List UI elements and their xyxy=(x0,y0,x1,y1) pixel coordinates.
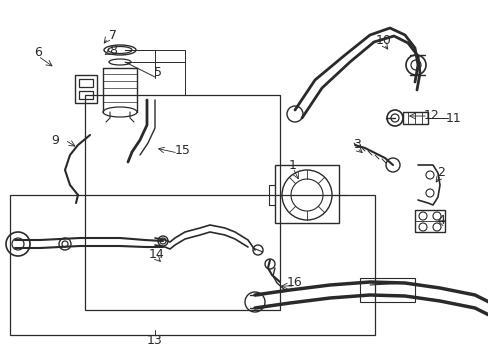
Text: 9: 9 xyxy=(51,134,59,147)
Text: 12: 12 xyxy=(423,108,439,122)
Bar xyxy=(79,79,93,87)
Bar xyxy=(402,112,427,124)
Text: 14: 14 xyxy=(149,248,164,261)
Text: 4: 4 xyxy=(436,213,444,226)
Text: 13: 13 xyxy=(147,333,163,346)
Text: 8: 8 xyxy=(109,44,117,57)
Bar xyxy=(359,278,414,302)
Text: 10: 10 xyxy=(375,33,391,46)
Bar xyxy=(414,210,444,232)
Bar xyxy=(10,195,374,335)
Text: 3: 3 xyxy=(352,138,360,150)
Text: 5: 5 xyxy=(154,66,162,78)
Bar xyxy=(79,91,93,99)
Text: 15: 15 xyxy=(175,144,190,157)
Bar xyxy=(85,95,280,310)
Text: 6: 6 xyxy=(34,45,42,59)
Text: 2: 2 xyxy=(436,166,444,179)
Text: 1: 1 xyxy=(288,158,296,171)
Text: 11: 11 xyxy=(445,112,461,125)
Text: 7: 7 xyxy=(109,28,117,41)
Bar xyxy=(274,165,338,223)
Bar xyxy=(75,75,97,103)
Text: 16: 16 xyxy=(286,276,302,289)
